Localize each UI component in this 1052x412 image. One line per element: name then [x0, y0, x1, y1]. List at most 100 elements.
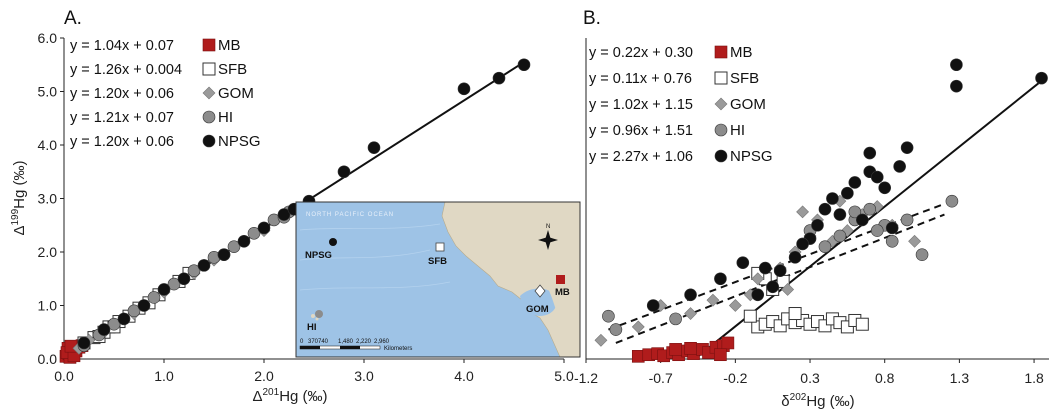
- panel-b-point-sfb: [743, 309, 757, 323]
- panel-a-point-npsg: [97, 323, 111, 336]
- panel-a-legend-marker-hi: [202, 110, 216, 124]
- panel-b-point-npsg: [788, 251, 802, 264]
- map-marker-mb: [556, 275, 565, 284]
- map-marker-hi: [315, 310, 323, 318]
- panel-b-point-mb: [684, 341, 697, 355]
- map-marker-npsg: [329, 238, 337, 246]
- panel-a-legend-marker-mb: [202, 38, 216, 52]
- compass-icon: N: [538, 224, 558, 250]
- panel-b-point-gom: [751, 272, 765, 286]
- panel-a-point-hi: [247, 226, 261, 240]
- panel-a-point-npsg: [77, 336, 91, 350]
- panel-b-point-hi: [863, 202, 877, 216]
- panel-b-point-hi: [870, 224, 884, 237]
- panel-a-x-tick-label: 0.0: [54, 368, 74, 384]
- panel-b-equation-npsg: y = 2.27x + 1.06: [589, 149, 693, 165]
- panel-b-points: [594, 58, 1048, 363]
- panel-b-label: B.: [583, 8, 601, 29]
- panel-b-point-npsg: [841, 186, 854, 200]
- panel-b-point-hi: [915, 248, 929, 261]
- panel-b-legend-label-gom: GOM: [730, 96, 766, 113]
- panel-b-point-sfb: [855, 317, 869, 331]
- panel-a-point-hi: [167, 277, 181, 291]
- panel-b-point-npsg: [900, 141, 914, 154]
- panel-b-point-npsg: [863, 146, 877, 160]
- panel-a-x-ticks: 0.0 1.0 2.0 3.0 4.0 5.0: [54, 359, 574, 384]
- panel-a-y-tick-label: 5.0: [38, 84, 58, 100]
- panel-a-legend-label-gom: GOM: [218, 85, 254, 102]
- panel-b-legend-label-mb: MB: [730, 44, 753, 61]
- svg-text:Kilometers: Kilometers: [384, 346, 412, 352]
- panel-a-y-tick-label: 1.0: [38, 298, 58, 314]
- panel-a-point-npsg: [257, 221, 271, 235]
- panel-b-x-tick-label: 0.8: [875, 370, 895, 386]
- panel-b-point-npsg: [893, 160, 906, 173]
- panel-b-x-tick-label: 1.8: [1024, 370, 1044, 386]
- panel-b-point-mb: [669, 343, 682, 356]
- panel-b-point-npsg: [714, 272, 727, 286]
- panel-a-point-npsg: [517, 58, 531, 72]
- panel-b-legend-marker-sfb: [714, 71, 728, 85]
- panel-b-point-npsg: [811, 218, 824, 232]
- map-inset: NORTH PACIFIC OCEAN N NPSG SFB MB GOM HI: [295, 201, 581, 358]
- svg-text:1,480: 1,480: [338, 339, 354, 345]
- panel-a-y-tick-label: 6.0: [38, 30, 58, 46]
- panel-b-point-npsg: [646, 299, 660, 312]
- panel-a-x-axis-label: Δ201Hg (‰): [252, 387, 327, 405]
- panel-b-point-npsg: [796, 237, 809, 251]
- map-marker-sfb: [435, 242, 445, 252]
- panel-a-label: A.: [64, 8, 82, 29]
- panel-b-point-hi: [818, 240, 832, 253]
- map-gulf: [520, 288, 558, 316]
- panel-b: B. -1.2 -0.7 -0.2 0.3 0.8 1.3 1.8 δ202Hg (‰) y…: [574, 8, 1049, 410]
- panel-b-point-npsg: [878, 181, 892, 195]
- map-label-mb: MB: [555, 287, 570, 298]
- panel-b-point-npsg: [856, 213, 869, 227]
- panel-b-point-gom: [908, 234, 922, 248]
- panel-b-point-hi: [609, 323, 623, 336]
- panel-a-legend-label-sfb: SFB: [218, 61, 247, 78]
- panel-a-point-npsg: [237, 235, 251, 248]
- panel-a-equation-hi: y = 1.21x + 0.07: [70, 110, 174, 126]
- panel-a-point-npsg: [457, 82, 471, 96]
- panel-a-y-tick-label: 3.0: [38, 191, 58, 207]
- panel-a-point-npsg: [492, 71, 506, 85]
- panel-a-x-tick-label: 4.0: [454, 368, 474, 384]
- panel-b-legend-marker-npsg: [714, 149, 728, 163]
- panel-b-point-npsg: [833, 208, 847, 221]
- map-label-npsg: NPSG: [305, 250, 332, 261]
- map-florida: [548, 288, 560, 310]
- svg-text:N: N: [546, 224, 550, 230]
- panel-a-equation-mb: y = 1.04x + 0.07: [70, 38, 174, 54]
- panel-b-x-tick-label: 0.3: [800, 370, 820, 386]
- panel-b-point-npsg: [870, 170, 884, 184]
- panel-a-legend-label-npsg: NPSG: [218, 133, 261, 150]
- panel-a-legend-label-mb: MB: [218, 37, 241, 54]
- panel-b-point-npsg: [818, 202, 832, 216]
- panel-a-point-hi: [187, 264, 201, 278]
- panel-a-legend-marker-sfb: [202, 62, 216, 76]
- panel-b-point-npsg: [885, 221, 899, 235]
- panel-b-point-mb: [721, 336, 735, 350]
- panel-b-point-gom: [594, 333, 608, 347]
- panel-a-point-npsg: [277, 208, 291, 221]
- panel-a-equation-sfb: y = 1.26x + 0.004: [70, 62, 182, 78]
- panel-a-y-ticks: 0.0 1.0 2.0 3.0 4.0 5.0 6.0: [38, 30, 64, 367]
- panel-a-point-hi: [227, 240, 241, 253]
- panel-a-x-tick-label: 1.0: [154, 368, 174, 384]
- map-marker-gom: [534, 284, 546, 298]
- panel-a-legend: y = 1.04x + 0.07 MB y = 1.26x + 0.004 SFB y …: [70, 37, 261, 150]
- map-label-sfb: SFB: [428, 256, 447, 267]
- svg-text:370740: 370740: [308, 339, 329, 345]
- svg-text:2,960: 2,960: [374, 339, 390, 345]
- panel-b-point-hi: [945, 194, 959, 208]
- panel-b-point-sfb: [788, 307, 802, 321]
- panel-a-point-npsg: [337, 165, 351, 179]
- panel-b-point-hi: [900, 213, 914, 227]
- panel-b-point-npsg: [751, 288, 765, 302]
- map-hawaii: [311, 314, 315, 318]
- panel-b-legend-marker-hi: [714, 123, 728, 137]
- panel-b-point-gom: [706, 293, 720, 307]
- panel-a-point-npsg: [217, 248, 231, 261]
